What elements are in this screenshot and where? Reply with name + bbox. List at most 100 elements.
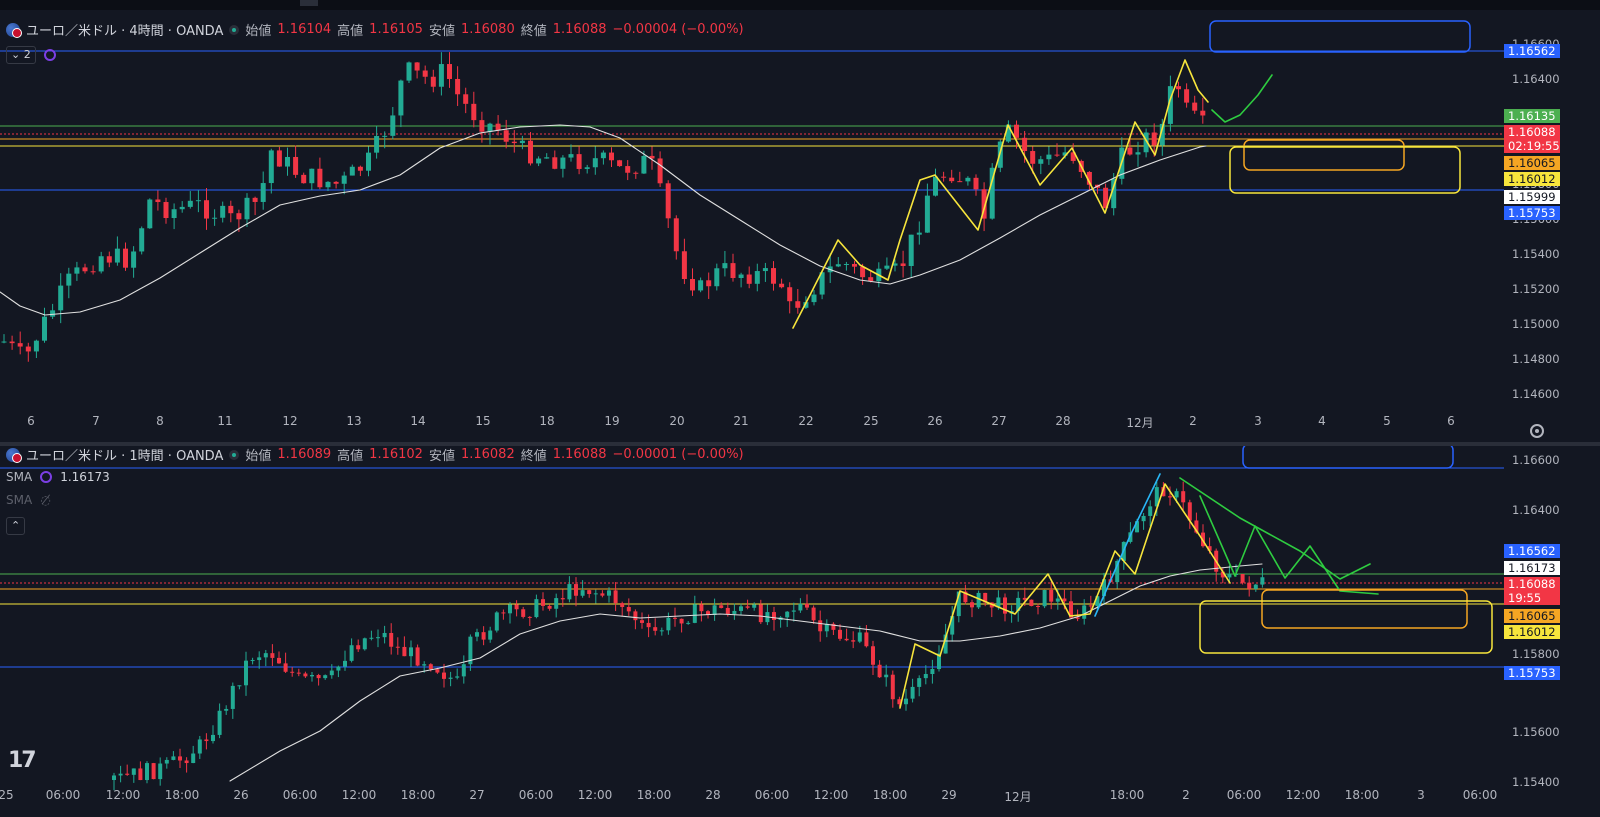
candle-4h	[649, 155, 655, 159]
candle-4h	[600, 152, 606, 159]
time-axis-label: 2	[1182, 788, 1190, 802]
price-tag: 1.15753	[1504, 666, 1560, 680]
candle-1h	[963, 591, 968, 603]
candle-4h	[1143, 132, 1149, 153]
candle-4h	[1176, 86, 1181, 90]
time-axis-label: 22	[798, 414, 814, 428]
candle-1h	[626, 607, 631, 612]
candle-1h	[1095, 596, 1100, 607]
close-value: 1.16088	[552, 22, 607, 37]
market-status-icon[interactable]	[229, 24, 240, 35]
candle-4h	[698, 280, 704, 291]
candle-1h	[508, 604, 512, 614]
candle-4h	[187, 200, 193, 207]
candle-1h	[343, 660, 347, 667]
time-axis-label: 20	[669, 414, 685, 428]
price-tag: 1.16065	[1504, 156, 1560, 170]
top-strip-handle	[300, 0, 318, 6]
candle-1h	[1016, 597, 1021, 612]
time-axis-label: 06:00	[1226, 788, 1262, 802]
candle-1h	[686, 622, 691, 624]
time-axis-label: 7	[92, 414, 100, 428]
candle-4h	[706, 280, 712, 287]
candle-4h	[1046, 154, 1052, 160]
sma-legend-1[interactable]: SMA 1.16173	[6, 470, 110, 484]
candle-4h	[163, 202, 169, 219]
close-label: 終値	[520, 449, 547, 464]
tradingview-logo-icon[interactable]: 17	[8, 748, 37, 773]
candle-1h	[151, 763, 156, 780]
gear-icon[interactable]	[1530, 424, 1544, 438]
green-channel-upper-1h	[1179, 477, 1371, 580]
candle-4h	[1103, 187, 1109, 209]
chart-pane-4h[interactable]: ユーロ／米ドル · 4時間 · OANDA 始値 1.16104 高値 1.1610…	[0, 10, 1600, 442]
sma-label: SMA	[6, 470, 33, 484]
candle-4h	[82, 267, 88, 272]
candle-4h	[981, 189, 987, 219]
sma-line-4h	[0, 124, 1207, 316]
candle-1h	[950, 616, 955, 635]
eye-off-icon[interactable]: ◌̸	[40, 493, 51, 507]
candle-1h	[270, 653, 275, 658]
candle-1h	[910, 686, 915, 699]
time-axis-label: 3	[1254, 414, 1262, 428]
candle-4h	[819, 272, 825, 295]
chart-canvas-1h[interactable]	[0, 446, 1600, 817]
candle-1h	[811, 607, 816, 621]
candle-4h	[212, 217, 218, 219]
candle-4h	[811, 294, 817, 303]
candle-1h	[1029, 599, 1034, 607]
eurusd-flag-icon	[6, 447, 22, 463]
candle-1h	[435, 669, 440, 673]
chevron-up-icon[interactable]: ⌃	[6, 517, 26, 535]
chart-pane-1h[interactable]: ユーロ／米ドル · 1時間 · OANDA 始値 1.16089 高値 1.1610…	[0, 446, 1600, 817]
collapse-indicators-button[interactable]: ⌄ 2	[6, 46, 36, 64]
candle-1h	[587, 590, 592, 595]
candle-4h	[285, 156, 290, 167]
candle-1h	[158, 763, 163, 780]
candle-4h	[155, 199, 161, 203]
candle-4h	[519, 140, 525, 144]
candle-1h	[409, 647, 413, 657]
green-projection-4h	[1211, 74, 1273, 123]
candle-1h	[534, 599, 539, 618]
candle-4h	[50, 310, 56, 317]
sma-value: 1.16173	[60, 470, 110, 484]
candle-4h	[1159, 123, 1165, 146]
symbol-title[interactable]: ユーロ／米ドル · 4時間 · OANDA	[26, 24, 224, 39]
cyan-impulse-1h	[1094, 473, 1161, 617]
candle-4h	[860, 266, 866, 278]
candle-1h	[706, 611, 710, 616]
candle-4h	[892, 263, 898, 266]
time-axis-label: 06:00	[282, 788, 318, 802]
candle-1h	[904, 698, 908, 705]
candle-1h	[395, 646, 400, 648]
chart-canvas-4h[interactable]	[0, 10, 1600, 442]
candle-4h	[471, 103, 477, 121]
candle-1h	[1207, 546, 1212, 551]
candle-1h	[1187, 502, 1192, 521]
candle-1h	[1253, 584, 1258, 589]
time-axis-label: 3	[1417, 788, 1425, 802]
time-axis-label: 06:00	[518, 788, 554, 802]
candle-1h	[752, 604, 757, 608]
candle-1h	[864, 632, 869, 647]
market-status-icon[interactable]	[229, 449, 240, 460]
candle-1h	[488, 630, 493, 640]
price-axis-label: 1.14600	[1512, 387, 1560, 401]
candle-1h	[204, 739, 209, 742]
price-tag: 1.15753	[1504, 206, 1560, 220]
time-axis-label: 25	[0, 788, 14, 802]
candle-1h	[1168, 496, 1172, 498]
candle-1h	[277, 657, 281, 664]
time-axis-label: 6	[1447, 414, 1455, 428]
candle-1h	[481, 632, 486, 640]
candle-4h	[868, 277, 874, 282]
candle-1h	[679, 618, 684, 624]
candle-1h	[996, 597, 1001, 608]
sma-legend-2[interactable]: SMA ◌̸	[6, 493, 51, 507]
pane-divider[interactable]	[0, 442, 1600, 446]
candle-4h	[179, 206, 185, 210]
symbol-title[interactable]: ユーロ／米ドル · 1時間 · OANDA	[26, 449, 224, 464]
candle-4h	[66, 273, 72, 286]
